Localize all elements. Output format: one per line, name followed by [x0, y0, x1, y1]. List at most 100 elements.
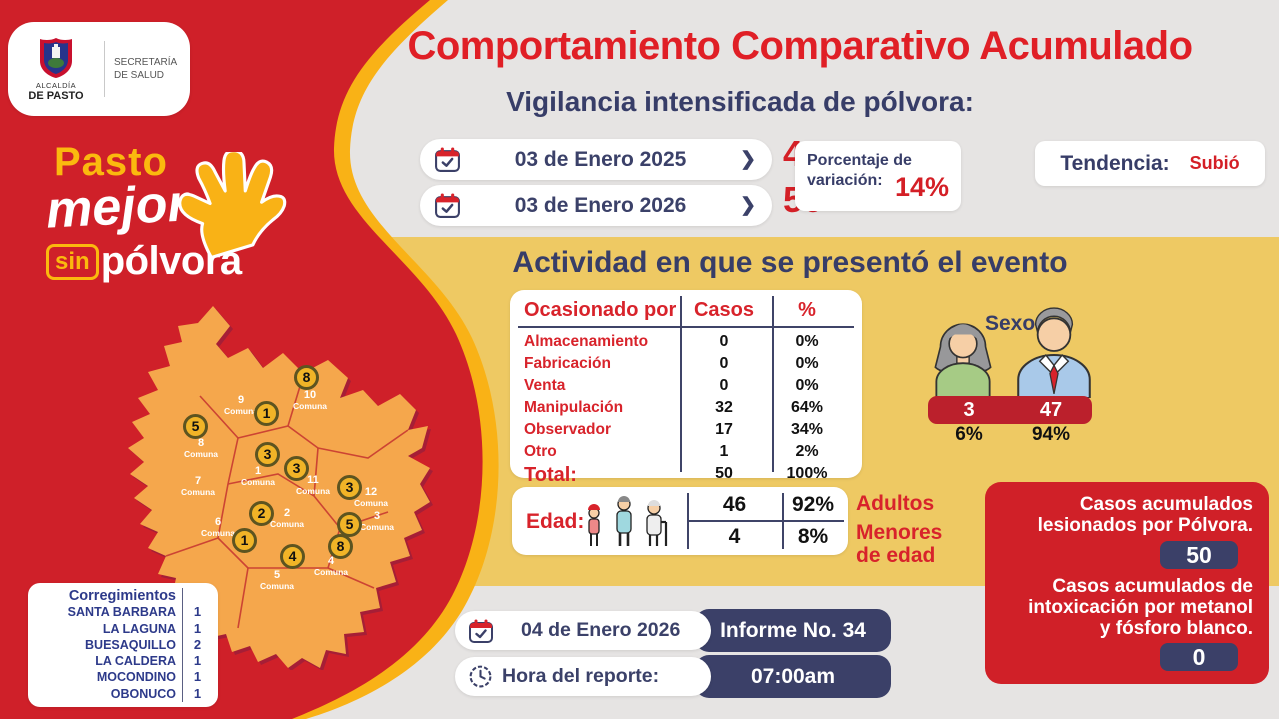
alcaldia-logo: ALCALDÍA DE PASTO [8, 37, 104, 102]
injured-label: Casos acumulados lesionados por Pólvora. [1037, 494, 1253, 536]
report-time-label-pill: Hora del reporte: [455, 657, 711, 696]
comuna-6-cases: 1 [232, 528, 257, 553]
logo-divider [104, 41, 105, 97]
variation-value: 14% [894, 172, 949, 202]
minor-pct: 8% [797, 525, 829, 548]
comuna-6-label: 6 Comuna [201, 516, 235, 539]
chevron-right-icon: ❯ [740, 149, 756, 170]
accumulated-cases-panel: Casos acumulados lesionados por Pólvora.… [985, 482, 1269, 684]
corregimiento-value: 1 [182, 620, 212, 637]
trend-value: Subió [1189, 153, 1240, 173]
row-pct: 0% [795, 333, 819, 350]
sexo-label: Sexo [985, 312, 1036, 335]
intoxication-label: Casos acumulados de intoxicación por met… [1028, 576, 1253, 639]
comuna-5-cases: 4 [280, 544, 305, 569]
col-header-casos: Casos [693, 299, 755, 321]
total-pct: 100% [786, 465, 828, 482]
brand-mejor: mejor [44, 174, 190, 240]
female-count: 3 [963, 399, 975, 421]
comuna-5-label: 5 Comuna [260, 569, 294, 592]
corregimiento-value: 1 [182, 653, 212, 670]
report-date-pill: 04 de Enero 2026 [455, 611, 711, 650]
page-title: Comportamiento Comparativo Acumulado [407, 24, 1193, 68]
clock-icon [469, 665, 492, 688]
menores-label: Menores de edad [856, 521, 943, 567]
sexo-count-bar: 3 47 [928, 396, 1092, 424]
report-time-pill: 07:00am [695, 655, 891, 698]
comuna-12-label: 12 Comuna [354, 486, 388, 509]
age-groups-icon [588, 496, 668, 546]
brand-sin-box: sin [46, 243, 99, 280]
report-date: 04 de Enero 2026 [521, 619, 681, 641]
row-casos: 0 [719, 355, 729, 372]
logo-card: ALCALDÍA DE PASTO SECRETARÍA DE SALUD [8, 22, 190, 116]
row-pct: 64% [790, 399, 824, 416]
report-time-label: Hora del reporte: [502, 665, 660, 687]
logo-caption-alcaldia: ALCALDÍA [35, 80, 77, 90]
row-pct: 34% [790, 421, 824, 438]
date-2026: 03 de Enero 2026 [514, 193, 687, 217]
col-header-ocasionado: Ocasionado por [524, 299, 677, 321]
secretaria-de-salud-label: SECRETARÍA DE SALUD [114, 57, 177, 81]
row-label: Otro [524, 443, 557, 460]
row-pct: 0% [795, 355, 819, 372]
adult-pct: 92% [791, 493, 835, 516]
calendar-icon [435, 193, 460, 218]
male-count: 47 [1039, 399, 1063, 421]
row-pct: 2% [795, 443, 819, 460]
injured-value: 50 [1160, 541, 1238, 569]
edad-row-divider [687, 520, 844, 522]
comuna-10-label: 10 Comuna [293, 389, 327, 412]
logo-caption-de-pasto: DE PASTO [28, 89, 84, 102]
minor-count: 4 [728, 525, 741, 548]
corregimiento-name: OBONUCO [110, 686, 176, 701]
page-subtitle: Vigilancia intensificada de pólvora: [506, 86, 974, 117]
sexo-percentages: 6% 94% [928, 424, 1092, 446]
comuna-9-cases: 1 [254, 401, 279, 426]
corregimiento-value: 1 [182, 685, 212, 702]
intoxication-value: 0 [1160, 643, 1238, 671]
edad-card: Edad: 46 92% 4 8% [512, 487, 848, 555]
hand-icon [178, 152, 287, 260]
corregimiento-name: LA LAGUNA [102, 621, 176, 636]
row-casos: 1 [719, 443, 729, 460]
row-casos: 17 [715, 421, 733, 438]
comuna-4-cases: 8 [328, 534, 353, 559]
corregimiento-value: 2 [182, 636, 212, 654]
male-pct: 94% [1031, 424, 1071, 445]
row-label: Venta [524, 377, 566, 394]
row-casos: 32 [715, 399, 733, 416]
corregimiento-value: 1 [182, 669, 212, 686]
row-label: Observador [524, 421, 612, 438]
pasto-crest-icon [40, 37, 72, 78]
row-label: Almacenamiento [524, 333, 649, 350]
row-pct: 0% [795, 377, 819, 394]
row-casos: 0 [719, 333, 729, 350]
row-label: Manipulación [524, 399, 624, 416]
corregimiento-name: SANTA BARBARA [67, 605, 176, 620]
row-casos: 0 [719, 377, 729, 394]
corregimientos-title: Corregimientos [68, 588, 176, 604]
comuna-3-label: 3 Comuna [360, 510, 394, 533]
informe-number-pill: Informe No. 34 [695, 609, 891, 652]
map-silhouette [128, 306, 430, 668]
comuna-12-cases: 3 [337, 475, 362, 500]
comuna-1-label: 1 Comuna [241, 465, 275, 488]
chevron-right-icon: ❯ [740, 195, 756, 216]
adult-count: 46 [722, 493, 747, 516]
comuna-8-cases: 5 [183, 414, 208, 439]
row-label: Fabricación [524, 355, 611, 372]
campaign-brand: Pasto mejor sin pólvora [44, 140, 366, 284]
comuna-11-cases: 3 [284, 456, 309, 481]
activity-table-card: Ocasionado por Casos % Almacenamiento 0 … [510, 290, 862, 486]
trend-label: Tendencia: [1060, 151, 1170, 175]
col-header-pct: % [798, 299, 816, 321]
comuna-8-label: 8 Comuna [184, 437, 218, 460]
adultos-label: Adultos [856, 492, 935, 515]
female-pct: 6% [955, 424, 983, 445]
total-casos: 50 [715, 465, 733, 482]
trend-card: Tendencia: Subió [1035, 141, 1265, 186]
comuna-4-label: 4 Comuna [314, 555, 348, 578]
edad-label: Edad: [526, 510, 585, 533]
